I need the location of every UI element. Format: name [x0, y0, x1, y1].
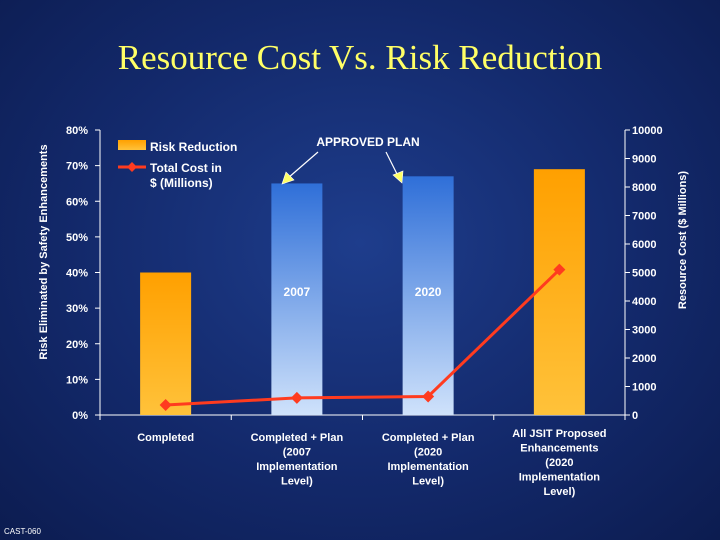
right-tick-label: 1000 [632, 382, 656, 394]
category-label-line: Level) [412, 476, 444, 488]
category-label-line: Implementation [519, 472, 601, 484]
approved-plan-label: APPROVED PLAN [316, 135, 419, 149]
right-tick-label: 5000 [632, 268, 656, 280]
left-tick-label: 40% [66, 268, 88, 280]
risk-reduction-bar [402, 176, 454, 415]
left-tick-label: 10% [66, 374, 88, 386]
right-tick-label: 3000 [632, 325, 656, 337]
left-axis-title: Risk Eliminated by Safety Enhancements [38, 144, 50, 359]
risk-reduction-bar [140, 272, 192, 415]
left-tick-label: 60% [66, 196, 88, 208]
category-label-line: (2020 [545, 457, 573, 469]
right-axis-ticks: 0 1000 2000 3000 4000 5000 6000 7000 8000 9000 100… [625, 125, 663, 422]
category-label-line: Implementation [387, 461, 469, 473]
category-label: Completed [137, 432, 194, 444]
left-axis-ticks: 0% 10% 20% 30% 40% 50% 60% 70% 80% [66, 125, 100, 422]
cost-point-marker [553, 263, 566, 276]
category-label: Completed + Plan (2020 Implementation Level… [382, 432, 475, 488]
bar-series [140, 169, 585, 415]
category-label-line: All JSIT Proposed [512, 428, 606, 440]
legend-label-total-cost-unit: $ (Millions) [150, 176, 213, 190]
approved-plan-annotation: APPROVED PLAN [281, 135, 420, 185]
left-tick-label: 20% [66, 339, 88, 351]
cost-line [165, 268, 561, 407]
bar-year-label: 2020 [415, 285, 442, 299]
bar-year-label: 2007 [284, 285, 311, 299]
category-label: All JSIT Proposed Enhancements (2020 Implem… [512, 428, 606, 498]
category-label-line: Completed + Plan [382, 432, 475, 444]
left-tick-label: 70% [66, 161, 88, 173]
category-label-line: Level) [543, 486, 575, 498]
right-axis-title: Resource Cost ($ Millions) [677, 171, 689, 309]
cost-line-series [159, 263, 566, 412]
legend: Risk Reduction Total Cost in $ (Millions… [118, 140, 237, 190]
category-labels: Completed Completed + Plan (2007 Implementa… [137, 428, 606, 498]
left-tick-label: 0% [72, 410, 88, 422]
cost-point-marker [159, 399, 172, 412]
legend-label-total-cost: Total Cost in [150, 161, 222, 175]
risk-reduction-bar [271, 183, 323, 415]
approved-plan-arrowhead-right [392, 170, 404, 184]
right-tick-label: 10000 [632, 125, 663, 137]
approved-plan-arrow-right [385, 151, 399, 177]
approved-plan-arrowhead-left [281, 171, 295, 185]
category-label-line: Completed + Plan [251, 432, 344, 444]
risk-reduction-bar [533, 169, 585, 415]
approved-plan-arrow-left [287, 151, 319, 179]
category-label-line: Implementation [256, 461, 338, 473]
right-tick-label: 0 [632, 410, 638, 422]
category-label-line: (2007 [283, 447, 311, 459]
bar-labels: 2007 2020 [284, 285, 442, 299]
left-tick-label: 50% [66, 232, 88, 244]
footer-code: CAST-060 [4, 527, 41, 536]
right-tick-label: 9000 [632, 154, 656, 166]
category-label-line: Level) [281, 476, 313, 488]
right-tick-label: 4000 [632, 296, 656, 308]
right-tick-label: 7000 [632, 211, 656, 223]
slide-title: Resource Cost Vs. Risk Reduction [117, 38, 603, 77]
legend-label-risk-reduction: Risk Reduction [150, 140, 237, 154]
category-label-line: Completed [137, 432, 194, 444]
legend-swatch-marker [127, 162, 137, 172]
category-label-line: (2020 [414, 447, 442, 459]
cost-point-marker [422, 390, 435, 403]
cost-point-marker [290, 391, 303, 404]
right-tick-label: 6000 [632, 239, 656, 251]
right-tick-label: 2000 [632, 353, 656, 365]
category-label: Completed + Plan (2007 Implementation Level… [251, 432, 344, 488]
left-tick-label: 30% [66, 303, 88, 315]
legend-swatch-risk-reduction [118, 140, 146, 150]
left-tick-label: 80% [66, 125, 88, 137]
category-label-line: Enhancements [520, 443, 598, 455]
right-tick-label: 8000 [632, 182, 656, 194]
